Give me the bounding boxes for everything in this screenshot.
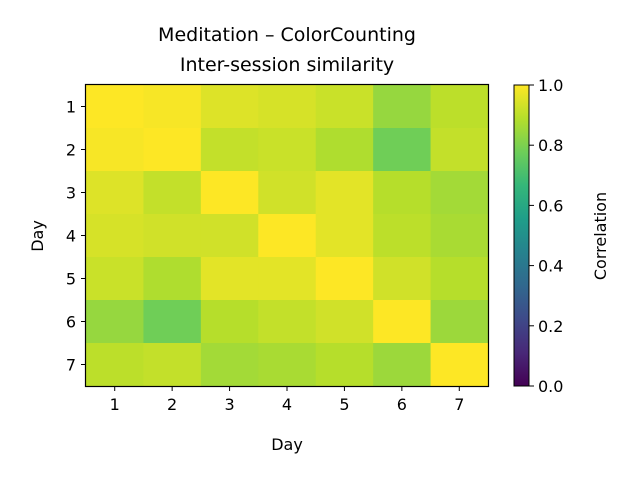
heatmap-cell bbox=[315, 214, 374, 258]
colorbar-tick-label: 0.2 bbox=[538, 317, 563, 336]
heatmap-cell bbox=[430, 171, 489, 215]
heatmap-cell bbox=[315, 128, 374, 172]
heatmap-cell bbox=[315, 300, 374, 344]
heatmap-cell bbox=[200, 214, 259, 258]
colorbar-ticks: 0.0 0.2 0.4 0.6 0.8 1.0 bbox=[529, 76, 563, 396]
heatmap-cell bbox=[258, 343, 317, 387]
heatmap-cell bbox=[315, 257, 374, 301]
x-tick-label: 3 bbox=[224, 395, 234, 414]
x-tick-label: 1 bbox=[110, 395, 120, 414]
colorbar-tick-label: 0.4 bbox=[538, 257, 563, 276]
heatmap-cell bbox=[258, 300, 317, 344]
y-axis-ticks: 1 2 3 4 5 6 7 bbox=[66, 98, 86, 375]
heatmap-cell bbox=[200, 343, 259, 387]
heatmap-cell bbox=[430, 257, 489, 301]
y-tick-label: 6 bbox=[66, 313, 76, 332]
y-tick-label: 3 bbox=[66, 184, 76, 203]
heatmap-cell bbox=[430, 85, 489, 129]
y-tick-label: 5 bbox=[66, 270, 76, 289]
heatmap-cell bbox=[258, 171, 317, 215]
x-tick-label: 2 bbox=[167, 395, 177, 414]
heatmap-cells bbox=[86, 85, 489, 387]
heatmap-cell bbox=[373, 257, 432, 301]
x-tick-label: 5 bbox=[339, 395, 349, 414]
heatmap-cell bbox=[143, 214, 202, 258]
heatmap-cell bbox=[86, 257, 145, 301]
heatmap-cell bbox=[200, 300, 259, 344]
colorbar-tick-label: 0.6 bbox=[538, 196, 563, 215]
heatmap-cell bbox=[200, 85, 259, 129]
heatmap-cell bbox=[143, 171, 202, 215]
x-axis-ticks: 1 2 3 4 5 6 7 bbox=[110, 386, 464, 414]
colorbar bbox=[513, 84, 530, 387]
y-tick-label: 7 bbox=[66, 356, 76, 375]
colorbar-tick-label: 0.0 bbox=[538, 377, 563, 396]
x-tick-label: 4 bbox=[282, 395, 292, 414]
y-tick-label: 2 bbox=[66, 141, 76, 160]
y-tick-label: 4 bbox=[66, 227, 76, 246]
colorbar-label: Correlation bbox=[591, 192, 610, 280]
heatmap-cell bbox=[258, 128, 317, 172]
heatmap-cell bbox=[200, 171, 259, 215]
heatmap-cell bbox=[200, 257, 259, 301]
colorbar-tick-label: 1.0 bbox=[538, 76, 563, 95]
heatmap-cell bbox=[315, 343, 374, 387]
x-tick-label: 6 bbox=[397, 395, 407, 414]
x-tick-label: 7 bbox=[454, 395, 464, 414]
heatmap-cell bbox=[86, 343, 145, 387]
heatmap-cell bbox=[143, 257, 202, 301]
heatmap-cell bbox=[258, 85, 317, 129]
heatmap-cell bbox=[200, 128, 259, 172]
heatmap-cell bbox=[143, 343, 202, 387]
heatmap-cell bbox=[86, 128, 145, 172]
heatmap-cell bbox=[373, 343, 432, 387]
heatmap-cell bbox=[86, 300, 145, 344]
heatmap-cell bbox=[373, 300, 432, 344]
chart-title: Meditation – ColorCounting bbox=[158, 24, 416, 46]
heatmap-cell bbox=[258, 257, 317, 301]
heatmap-cell bbox=[315, 171, 374, 215]
heatmap-cell bbox=[143, 85, 202, 129]
heatmap-cell bbox=[373, 171, 432, 215]
heatmap-cell bbox=[430, 214, 489, 258]
x-axis-label: Day bbox=[271, 435, 303, 454]
heatmap-cell bbox=[373, 128, 432, 172]
heatmap-cell bbox=[258, 214, 317, 258]
heatmap-cell bbox=[86, 171, 145, 215]
colorbar-tick-label: 0.8 bbox=[538, 136, 563, 155]
y-tick-label: 1 bbox=[66, 98, 76, 117]
chart-subtitle: Inter-session similarity bbox=[180, 54, 394, 76]
y-axis-label: Day bbox=[28, 220, 47, 252]
heatmap-cell bbox=[373, 214, 432, 258]
heatmap-cell bbox=[430, 300, 489, 344]
heatmap-cell bbox=[86, 85, 145, 129]
heatmap-cell bbox=[86, 214, 145, 258]
heatmap-cell bbox=[315, 85, 374, 129]
heatmap-cell bbox=[430, 128, 489, 172]
heatmap-cell bbox=[430, 343, 489, 387]
heatmap-cell bbox=[143, 128, 202, 172]
heatmap-cell bbox=[373, 85, 432, 129]
heatmap-cell bbox=[143, 300, 202, 344]
